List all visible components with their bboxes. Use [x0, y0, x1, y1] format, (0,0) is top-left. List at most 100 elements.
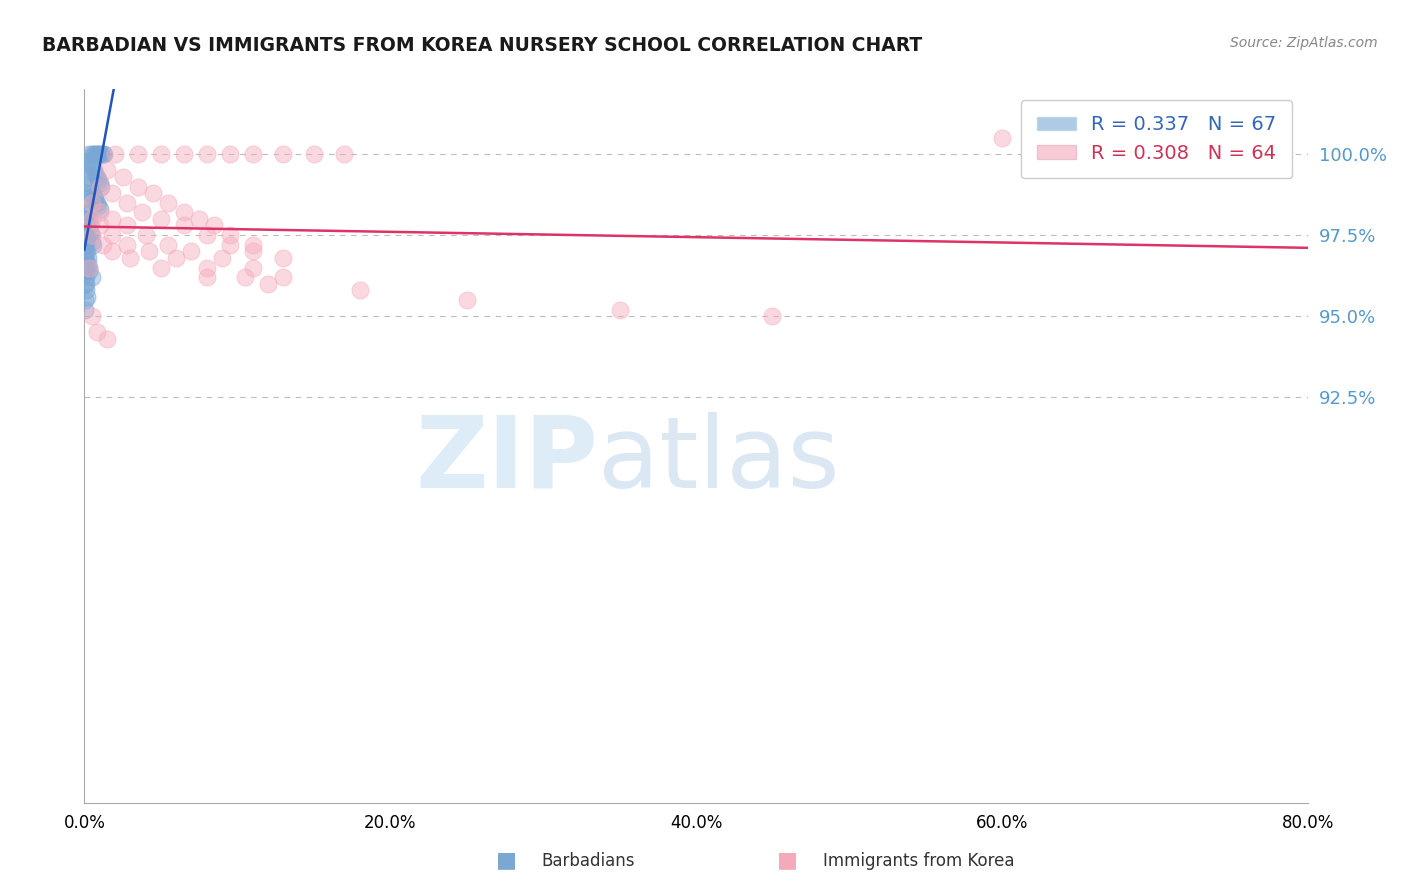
Point	[333, 147, 356, 161]
Point	[75, 283, 97, 297]
Point	[233, 270, 256, 285]
Point	[80, 147, 103, 161]
Point	[80, 211, 103, 226]
Point	[218, 238, 240, 252]
Point	[202, 219, 225, 233]
Point	[89, 147, 111, 161]
Point	[82, 238, 104, 252]
Point	[83, 147, 105, 161]
Point	[86, 147, 108, 161]
Point	[80, 228, 103, 243]
Point	[76, 238, 98, 252]
Point	[149, 260, 172, 275]
Point	[257, 277, 280, 291]
Point	[75, 219, 97, 233]
Point	[173, 219, 195, 233]
Point	[211, 251, 233, 265]
Point	[89, 179, 111, 194]
Point	[75, 264, 97, 278]
Point	[89, 202, 111, 217]
Point	[91, 238, 114, 252]
Point	[80, 310, 103, 324]
Text: Barbadians: Barbadians	[541, 852, 636, 870]
Point	[79, 219, 101, 233]
Text: BARBADIAN VS IMMIGRANTS FROM KOREA NURSERY SCHOOL CORRELATION CHART: BARBADIAN VS IMMIGRANTS FROM KOREA NURSE…	[42, 36, 922, 54]
Point	[83, 163, 105, 178]
Point	[80, 195, 103, 210]
Point	[271, 270, 294, 285]
Point	[75, 302, 97, 317]
Point	[188, 211, 211, 226]
Point	[77, 153, 100, 168]
Point	[142, 186, 165, 200]
Point	[75, 211, 97, 226]
Point	[456, 293, 478, 307]
Point	[111, 169, 134, 184]
Point	[86, 169, 108, 184]
Point	[195, 147, 218, 161]
Point	[84, 193, 107, 207]
Point	[180, 244, 202, 259]
Text: atlas: atlas	[598, 412, 839, 508]
Point	[76, 290, 98, 304]
Point	[76, 193, 98, 207]
Point	[75, 251, 97, 265]
Point	[76, 231, 98, 245]
Point	[75, 264, 97, 278]
Text: Immigrants from Korea: Immigrants from Korea	[823, 852, 1014, 870]
Point	[271, 147, 294, 161]
Point	[101, 228, 124, 243]
Point	[75, 163, 97, 178]
Point	[89, 205, 111, 219]
Point	[87, 173, 110, 187]
Point	[76, 244, 98, 259]
Point	[101, 211, 124, 226]
Legend: R = 0.337   N = 67, R = 0.308   N = 64: R = 0.337 N = 67, R = 0.308 N = 64	[1021, 100, 1292, 178]
Point	[75, 277, 97, 291]
Point	[218, 147, 240, 161]
Point	[76, 169, 98, 184]
Point	[157, 238, 180, 252]
Point	[76, 251, 98, 265]
Point	[75, 186, 97, 200]
Point	[991, 131, 1014, 145]
Point	[75, 293, 97, 307]
Point	[75, 244, 97, 259]
Point	[76, 153, 98, 168]
Point	[242, 260, 264, 275]
Point	[77, 147, 100, 161]
Point	[242, 147, 264, 161]
Point	[84, 167, 107, 181]
Point	[96, 163, 118, 178]
Point	[77, 264, 100, 278]
Point	[218, 228, 240, 243]
Point	[120, 251, 142, 265]
Point	[75, 238, 97, 252]
Point	[127, 147, 149, 161]
Point	[86, 326, 108, 340]
Point	[80, 235, 103, 249]
Point	[173, 147, 195, 161]
Point	[79, 225, 101, 239]
Point	[80, 270, 103, 285]
Point	[87, 147, 110, 161]
Point	[80, 186, 103, 200]
Point	[135, 228, 157, 243]
Point	[349, 283, 371, 297]
Text: Source: ZipAtlas.com: Source: ZipAtlas.com	[1230, 36, 1378, 50]
Point	[115, 219, 138, 233]
Point	[173, 205, 195, 219]
Point	[302, 147, 325, 161]
Point	[87, 199, 110, 213]
Point	[115, 195, 138, 210]
Point	[77, 176, 100, 190]
Point	[104, 147, 127, 161]
Point	[127, 179, 149, 194]
Point	[75, 270, 97, 285]
Text: ■: ■	[778, 850, 797, 870]
Point	[75, 257, 97, 271]
Point	[90, 147, 112, 161]
Point	[75, 225, 97, 239]
Point	[115, 238, 138, 252]
Point	[165, 251, 187, 265]
